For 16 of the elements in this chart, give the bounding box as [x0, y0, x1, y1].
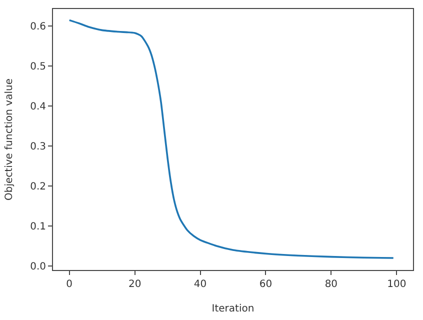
x-tick-label: 80 [324, 279, 338, 290]
x-tick-label: 100 [387, 279, 406, 290]
y-tick-label: 0.5 [30, 62, 46, 73]
x-tick-label: 20 [128, 279, 142, 290]
y-tick-label: 0.4 [30, 102, 46, 113]
y-axis-title: Objective function value [4, 78, 16, 200]
y-tick-label: 0.3 [30, 142, 46, 153]
x-axis-title: Iteration [212, 304, 254, 314]
y-tick-label: 0.6 [30, 22, 46, 33]
y-tick-label: 0.2 [30, 182, 46, 193]
x-tick-label: 40 [194, 279, 207, 290]
line-series [68, 19, 394, 259]
y-tick-label: 0.0 [30, 262, 46, 272]
x-tick-label: 0 [66, 279, 73, 290]
x-tick-label: 60 [259, 279, 272, 290]
y-tick-label: 0.1 [30, 222, 46, 233]
